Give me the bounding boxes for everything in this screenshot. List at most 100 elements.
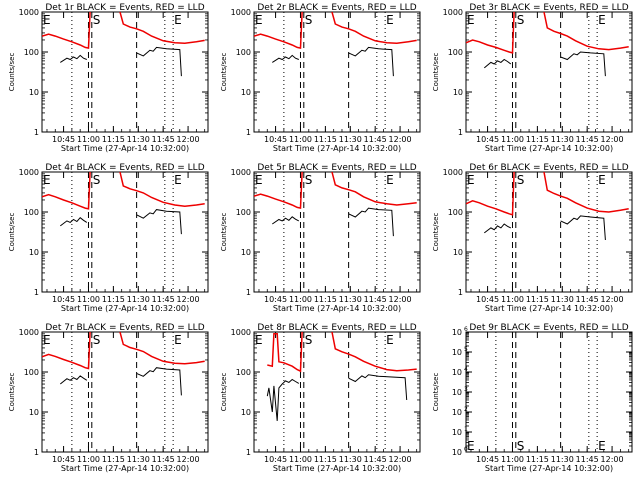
x-tick-label: 10:45 (264, 135, 287, 144)
y-tick-label: 1000 (19, 168, 39, 177)
y-tick-label: 10 (453, 248, 463, 257)
y-axis-label: Counts/sec (220, 213, 228, 252)
x-tick-label: 11:30 (339, 295, 362, 304)
x-tick-label: 11:00 (289, 455, 312, 464)
events-series-line (266, 378, 300, 421)
y-tick-label: 10 (452, 348, 462, 357)
y-tick-label: 1000 (19, 8, 39, 17)
x-tick-label: 11:15 (102, 455, 125, 464)
plot-frame (253, 11, 421, 133)
x-tick-label: 12:00 (601, 455, 624, 464)
y-tick-label: 1 (34, 288, 39, 297)
x-tick-label: 11:15 (102, 295, 125, 304)
x-tick-label: 12:00 (177, 455, 200, 464)
y-tick-label: 100 (24, 48, 39, 57)
x-axis-label: Start Time (27-Apr-14 10:32:00) (273, 304, 401, 313)
time-marker-label: E (174, 13, 182, 27)
lld-series-line (466, 172, 515, 216)
events-series-line (348, 46, 394, 77)
lld-series-line (543, 12, 629, 51)
x-tick-label: 11:30 (551, 135, 574, 144)
y-tick-label: 10 (29, 248, 39, 257)
time-marker-label: S (517, 13, 525, 27)
events-series-line (560, 51, 606, 77)
time-marker-label: E (386, 173, 394, 187)
x-axis-label: Start Time (27-Apr-14 10:32:00) (485, 144, 613, 153)
x-tick-label: 11:45 (152, 135, 175, 144)
y-tick-label: 1 (34, 448, 39, 457)
y-tick-label: 10 (452, 428, 462, 437)
x-tick-label: 11:45 (152, 455, 175, 464)
events-series-line (272, 54, 299, 63)
lld-series-line (119, 332, 205, 365)
x-tick-label: 11:00 (289, 135, 312, 144)
plot-frame (465, 331, 633, 453)
y-tick-label: 1 (246, 448, 251, 457)
panel-det-6: Det 6r BLACK = Events, RED = LLD 1 10 100 10… (432, 163, 633, 313)
time-marker-label: E (255, 173, 263, 187)
series-group (266, 332, 417, 421)
x-axis-label: Start Time (27-Apr-14 10:32:00) (273, 144, 401, 153)
y-tick-exponent: 6 (464, 326, 468, 333)
x-tick-label: 11:15 (102, 135, 125, 144)
time-marker-label: E (598, 173, 606, 187)
x-axis-label: Start Time (27-Apr-14 10:32:00) (61, 464, 189, 473)
y-tick-label: 10 (241, 248, 251, 257)
x-axis-label: Start Time (27-Apr-14 10:32:00) (485, 464, 613, 473)
lld-series-line (466, 12, 515, 54)
time-marker-label: E (386, 333, 394, 347)
x-tick-label: 11:15 (526, 455, 549, 464)
lld-series-line (119, 172, 205, 207)
events-series-line (272, 216, 300, 225)
plot-frame (41, 331, 209, 453)
panel-det-3: Det 3r BLACK = Events, RED = LLD 1 10 100 10… (432, 3, 633, 153)
x-tick-label: 10:45 (52, 455, 75, 464)
x-tick-label: 11:30 (127, 455, 150, 464)
y-tick-label: 1 (34, 128, 39, 137)
events-series-line (59, 217, 88, 227)
plot-frame (253, 171, 421, 293)
y-tick-label: 1000 (231, 168, 251, 177)
time-marker-label: E (467, 439, 475, 453)
y-tick-label: 1000 (443, 168, 463, 177)
lld-series-line (331, 332, 417, 372)
y-tick-label: 10 (241, 88, 251, 97)
x-tick-label: 10:45 (52, 295, 75, 304)
x-tick-label: 10:45 (52, 135, 75, 144)
x-tick-label: 11:30 (339, 455, 362, 464)
x-tick-label: 12:00 (177, 135, 200, 144)
lld-series-line (267, 332, 303, 373)
y-tick-label: 10 (29, 408, 39, 417)
y-tick-label: 1 (458, 128, 463, 137)
y-tick-label: 1000 (231, 328, 251, 337)
x-tick-label: 11:45 (364, 455, 387, 464)
lld-series-line (119, 12, 205, 45)
y-tick-label: 10 (29, 88, 39, 97)
x-tick-label: 11:15 (314, 455, 337, 464)
x-tick-label: 11:30 (339, 135, 362, 144)
series-group (254, 172, 417, 237)
x-tick-label: 11:45 (364, 295, 387, 304)
events-series-line (60, 54, 87, 63)
plot-frame (465, 171, 633, 293)
events-series-line (136, 46, 182, 77)
x-tick-label: 11:15 (526, 135, 549, 144)
time-marker-label: E (598, 13, 606, 27)
y-tick-label: 1 (246, 288, 251, 297)
series-group (42, 12, 205, 77)
x-tick-label: 11:00 (77, 295, 100, 304)
x-tick-label: 11:45 (576, 455, 599, 464)
events-series-line (483, 58, 512, 69)
panel-det-9: Det 9r BLACK = Events, RED = LLD10010110… (432, 323, 633, 473)
y-axis-label: Counts/sec (432, 213, 440, 252)
y-tick-label: 1 (458, 288, 463, 297)
events-series-line (136, 367, 182, 396)
series-group (466, 12, 629, 77)
lld-series-line (331, 12, 417, 45)
x-tick-label: 12:00 (389, 295, 412, 304)
x-tick-label: 11:15 (314, 295, 337, 304)
y-tick-label: 10 (452, 388, 462, 397)
x-tick-label: 12:00 (177, 295, 200, 304)
x-tick-label: 12:00 (389, 455, 412, 464)
